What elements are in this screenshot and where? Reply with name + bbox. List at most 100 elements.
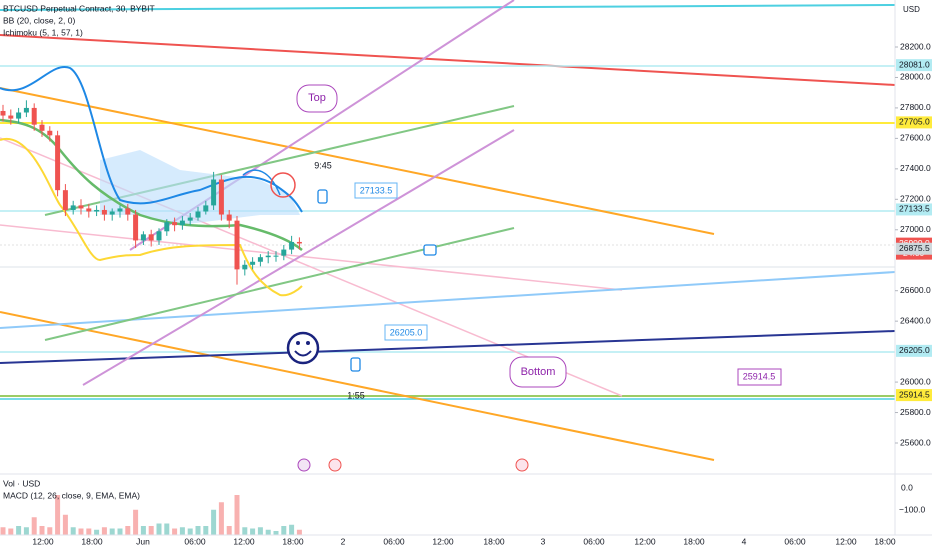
- time-tick-label: 12:00: [32, 536, 54, 546]
- candle-body: [187, 217, 193, 221]
- price-label-box: [354, 182, 398, 199]
- time-tick-label: 18:00: [874, 536, 896, 546]
- volume-bar: [242, 527, 248, 535]
- time-note: 1:55: [347, 390, 365, 400]
- volume-bar: [55, 495, 61, 535]
- volume-bar: [94, 529, 100, 535]
- volume-bar: [211, 509, 217, 535]
- candle-body: [47, 130, 53, 136]
- channel-line: [0, 87, 715, 235]
- price-mark-bg: [896, 203, 932, 216]
- candle-body: [179, 220, 185, 226]
- candle-body: [39, 124, 45, 131]
- time-tick-label: 06:00: [184, 536, 206, 546]
- volume-bar: [273, 531, 279, 535]
- candle-body: [218, 179, 224, 215]
- bollinger-basis: [0, 118, 303, 251]
- price-axis: 28200.0 28000.0 27800.0 27600.0 27400.0 27200…: [895, 41, 932, 447]
- time-tick-label: 3: [541, 536, 546, 546]
- drawing-arc: [242, 169, 281, 196]
- candle-body: [289, 241, 295, 250]
- volume-bar: [133, 509, 139, 535]
- candle-body: [211, 179, 217, 206]
- volume-bar: [62, 514, 68, 535]
- candle-body: [172, 222, 178, 226]
- axis-unit: USD: [903, 5, 920, 14]
- price-mark-bg: [896, 59, 932, 72]
- channel-line: [0, 224, 623, 291]
- candle-body: [101, 209, 107, 215]
- hand-icons: [317, 189, 437, 372]
- price-tick-label: 25600.0: [900, 437, 931, 447]
- price-mark-bg: [896, 242, 932, 255]
- time-tick-label: 4: [742, 536, 747, 546]
- trend-line: [0, 271, 896, 329]
- price-label-box: [737, 368, 782, 386]
- volume-bar: [234, 495, 240, 535]
- price-tick-label: 26000.0: [900, 376, 931, 386]
- price-mark-label: 27133.5: [899, 204, 930, 214]
- time-tick-label: 18:00: [282, 536, 304, 546]
- candle-body: [226, 214, 232, 221]
- candle-body: [148, 234, 154, 241]
- candle-body: [164, 222, 170, 232]
- candle-body: [273, 255, 279, 257]
- trend-line: [0, 330, 896, 364]
- price-tick-label: 26400.0: [900, 315, 931, 325]
- volume-bar: [187, 528, 193, 535]
- time-tick-label: 12:00: [233, 536, 255, 546]
- time-tick-label: 2: [341, 536, 346, 546]
- price-mark-bg: [896, 389, 932, 402]
- time-tick-label: 12:00: [432, 536, 454, 546]
- callout-text: Bottom: [521, 366, 556, 378]
- candle-body: [117, 208, 123, 212]
- volume-bar: [218, 502, 224, 535]
- price-tick-label: 27400.0: [900, 163, 931, 173]
- candle-body: [140, 234, 146, 241]
- candle-body: [31, 107, 37, 125]
- volume-bar: [125, 526, 131, 535]
- volume-bar: [8, 528, 14, 535]
- candle-body: [203, 205, 209, 212]
- volume-bar: [23, 527, 29, 535]
- candle-body: [0, 110, 6, 116]
- volume-bar: [101, 527, 107, 535]
- drawings: [0, 0, 896, 461]
- channel-line: [82, 129, 515, 386]
- candle-body: [78, 205, 84, 209]
- volume-bar: [16, 526, 22, 535]
- price-tick-label: 25800.0: [900, 407, 931, 417]
- macd-tick: 0.0: [901, 482, 913, 492]
- volume-bar: [0, 527, 6, 535]
- volume-bar: [117, 528, 123, 535]
- volume-bar: [39, 526, 45, 535]
- volume-bar: [140, 526, 146, 535]
- candle-body: [242, 264, 248, 270]
- volume-bar: [31, 517, 37, 535]
- candle-body: [16, 112, 22, 119]
- candle-body: [62, 190, 68, 210]
- time-tick-label: 18:00: [81, 536, 103, 546]
- volume-bar: [86, 528, 92, 535]
- price-mark-label: 25914.5: [899, 389, 930, 399]
- volume-bar: [226, 526, 232, 535]
- price-mark-label: 26875.5: [899, 243, 930, 253]
- callout: [296, 84, 338, 113]
- price-tick-label: 27600.0: [900, 133, 931, 143]
- volume-label: Vol · USD: [3, 478, 40, 488]
- price-mark-label: 28081.0: [899, 59, 930, 69]
- candle-body: [109, 211, 115, 215]
- drawing-circle: [270, 172, 296, 198]
- candle-body: [281, 249, 287, 256]
- volume-bar: [203, 526, 209, 535]
- volume-bar: [47, 527, 53, 535]
- volume-bar: [296, 529, 302, 535]
- volume-bar: [281, 526, 287, 535]
- callout-text: Top: [308, 92, 326, 104]
- candle-body: [86, 208, 92, 212]
- price-tick-label: 26600.0: [900, 285, 931, 295]
- price-tick-label: 27200.0: [900, 194, 931, 204]
- ichimoku-cloud: [100, 150, 300, 225]
- time-tick-label: 12:00: [835, 536, 857, 546]
